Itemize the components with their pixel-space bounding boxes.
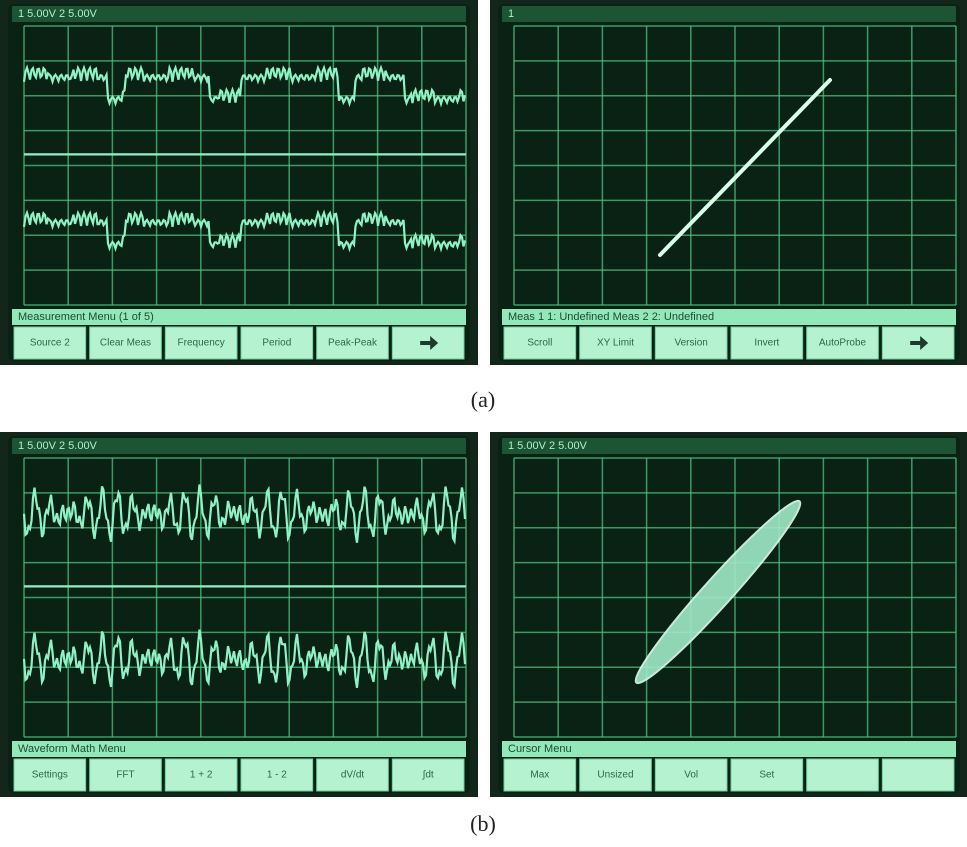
softkey-label: Set (759, 770, 774, 781)
softkey (730, 326, 804, 360)
softkey-label: Invert (754, 338, 779, 349)
softkey (654, 758, 728, 792)
softkey-label: Max (530, 770, 549, 781)
status-bar (12, 438, 466, 454)
softkey (579, 326, 652, 360)
softkey (316, 758, 389, 792)
softkey-label: Settings (32, 770, 68, 781)
softkey-label: FFT (116, 770, 134, 781)
softkey (89, 758, 162, 792)
softkey-label: Peak-Peak (328, 338, 378, 349)
screen (8, 436, 470, 793)
status-text: 1 5.00V 2 5.00V (18, 440, 98, 452)
softkey-label: Scroll (527, 338, 552, 349)
softkey (391, 758, 465, 792)
xy-trace (658, 78, 832, 257)
softkey-label: 1 + 2 (190, 770, 213, 781)
menu-title-bar (502, 741, 956, 757)
softkey (503, 326, 577, 360)
softkey-label: Clear Meas (100, 338, 151, 349)
softkey (503, 758, 577, 792)
trace (22, 208, 467, 253)
menu-title-bar (12, 741, 466, 757)
softkey-label: Unsized (597, 770, 633, 781)
softkey (806, 758, 879, 792)
softkey (316, 326, 389, 360)
softkey-label: dV/dt (341, 770, 365, 781)
status-text: 1 5.00V 2 5.00V (508, 440, 588, 452)
arrow-icon (420, 336, 439, 350)
softkey (806, 326, 879, 360)
trace (22, 63, 467, 108)
softkey (240, 326, 314, 360)
softkey-label: Vol (684, 770, 698, 781)
softkey-label: Version (674, 338, 707, 349)
screen (498, 436, 960, 793)
menu-title-bar (502, 309, 956, 325)
softkey-label: AutoProbe (819, 338, 867, 349)
xy-trace (634, 499, 802, 685)
softkey-label: Frequency (178, 338, 225, 349)
softkey (164, 758, 238, 792)
softkey (579, 758, 652, 792)
status-text: 1 (508, 8, 514, 20)
softkey-label: ∫dt (422, 770, 434, 781)
softkey (13, 758, 87, 792)
softkey-label: 1 - 2 (267, 770, 287, 781)
arrow-icon (910, 336, 929, 350)
softkey (654, 326, 728, 360)
menu-title: Meas 1 1: Undefined Meas 2 2: Undefined (508, 311, 714, 323)
softkey (730, 758, 804, 792)
trace (22, 484, 467, 545)
status-bar (502, 438, 956, 454)
caption: (b) (470, 811, 496, 836)
menu-title-bar (12, 309, 466, 325)
trace (22, 629, 467, 690)
softkey-label: Source 2 (30, 338, 70, 349)
scope-photo: 1 5.00V 2 5.00V Waveform Math Menu Setting… (0, 432, 478, 797)
softkey-label: Period (262, 338, 291, 349)
menu-title: Waveform Math Menu (18, 743, 126, 755)
softkey (164, 326, 238, 360)
menu-title: Measurement Menu (1 of 5) (18, 311, 154, 323)
status-bar (502, 6, 956, 22)
softkey (881, 758, 955, 792)
softkey (89, 326, 162, 360)
softkey (240, 758, 314, 792)
menu-title: Cursor Menu (508, 743, 572, 755)
screen (8, 4, 470, 361)
softkey (13, 326, 87, 360)
status-text: 1 5.00V 2 5.00V (18, 8, 98, 20)
scope-photo: 1 5.00V 2 5.00V Measurement Menu (1 of 5)… (0, 0, 478, 365)
status-bar (12, 6, 466, 22)
scope-photo: 1 Meas 1 1: Undefined Meas 2 2: Undefined… (490, 0, 967, 365)
softkey-label: XY Limit (597, 338, 634, 349)
scope-photo: 1 5.00V 2 5.00V Cursor Menu Max Unsized Vol S… (490, 432, 967, 797)
caption: (a) (471, 387, 495, 412)
